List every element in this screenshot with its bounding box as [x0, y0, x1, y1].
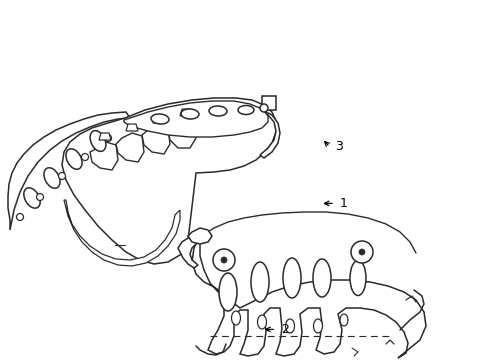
Polygon shape	[187, 228, 212, 244]
Polygon shape	[90, 142, 118, 170]
Ellipse shape	[250, 262, 268, 302]
Polygon shape	[180, 109, 192, 116]
Text: 2: 2	[281, 323, 288, 336]
Ellipse shape	[151, 114, 169, 124]
Circle shape	[213, 249, 235, 271]
Polygon shape	[142, 125, 170, 154]
Polygon shape	[8, 112, 130, 230]
Ellipse shape	[208, 106, 226, 116]
Polygon shape	[262, 96, 275, 110]
Ellipse shape	[66, 149, 82, 169]
Polygon shape	[62, 98, 275, 264]
Circle shape	[350, 241, 372, 263]
Ellipse shape	[24, 188, 40, 208]
Circle shape	[358, 249, 364, 255]
Circle shape	[59, 172, 65, 180]
Polygon shape	[168, 120, 196, 148]
Circle shape	[104, 135, 111, 141]
Ellipse shape	[219, 273, 237, 311]
Text: 3: 3	[334, 140, 342, 153]
Circle shape	[81, 153, 88, 161]
Polygon shape	[64, 200, 180, 266]
Polygon shape	[124, 101, 267, 137]
Ellipse shape	[339, 314, 347, 326]
Ellipse shape	[349, 261, 365, 296]
Text: 1: 1	[339, 197, 347, 210]
Circle shape	[260, 104, 267, 112]
Ellipse shape	[283, 258, 301, 298]
Ellipse shape	[90, 131, 105, 152]
Ellipse shape	[312, 259, 330, 297]
Polygon shape	[153, 116, 164, 123]
Polygon shape	[260, 110, 280, 158]
Polygon shape	[99, 133, 111, 140]
Circle shape	[221, 257, 226, 263]
Polygon shape	[192, 235, 425, 358]
Polygon shape	[116, 133, 143, 162]
Polygon shape	[178, 235, 200, 268]
Ellipse shape	[313, 319, 322, 333]
Ellipse shape	[238, 105, 253, 114]
Ellipse shape	[44, 168, 60, 188]
Ellipse shape	[257, 315, 266, 329]
Ellipse shape	[285, 319, 294, 333]
Circle shape	[17, 213, 23, 220]
Ellipse shape	[181, 109, 199, 119]
Ellipse shape	[231, 311, 240, 325]
Circle shape	[37, 194, 43, 201]
Polygon shape	[126, 124, 138, 131]
